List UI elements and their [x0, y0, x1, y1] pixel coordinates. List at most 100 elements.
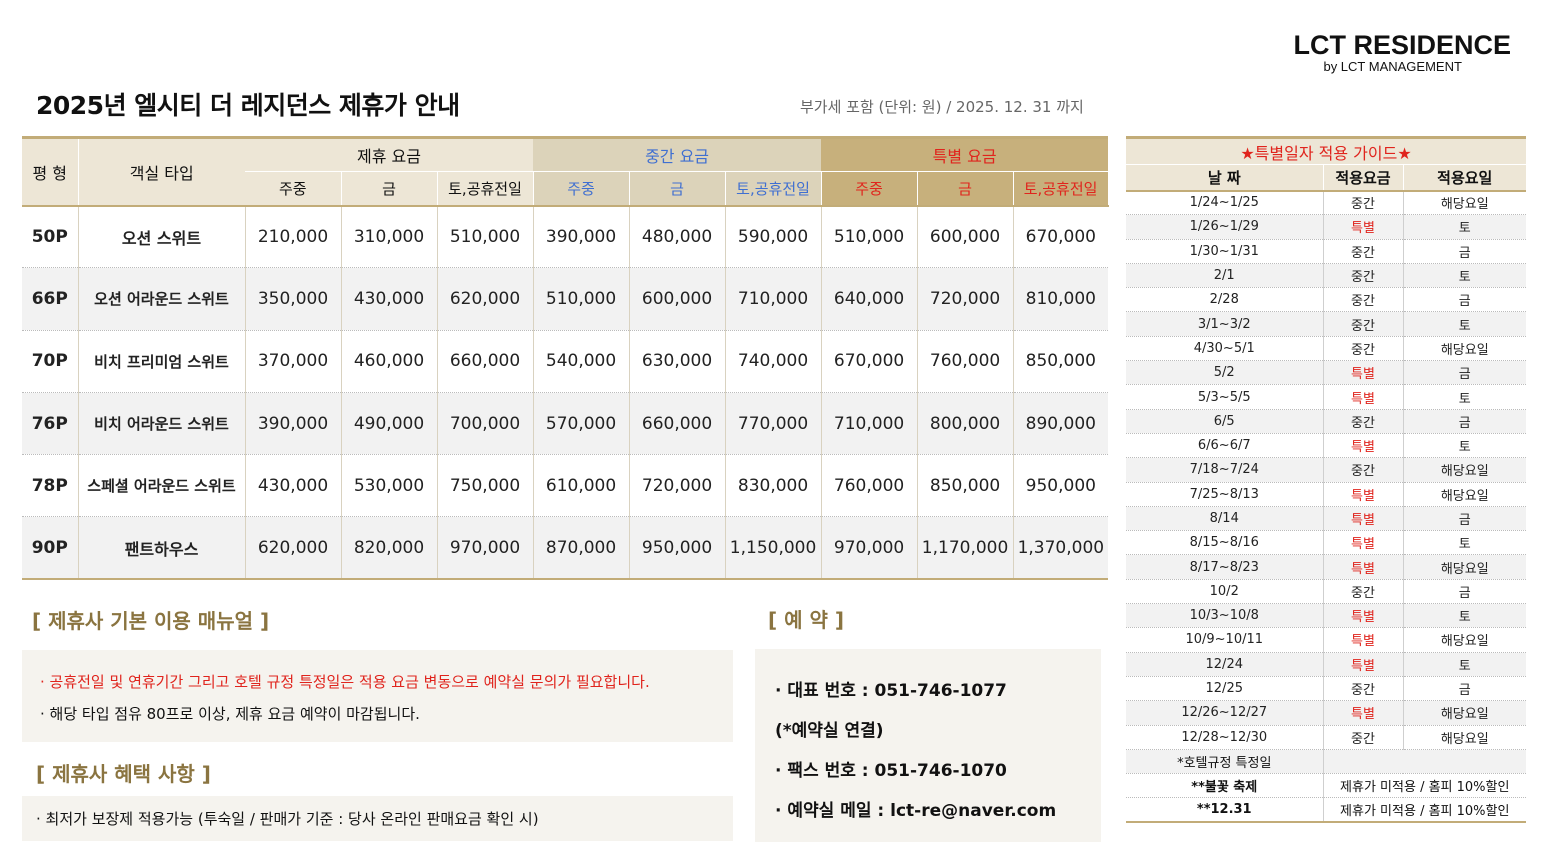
manual-box: · 공휴전일 및 연휴기간 그리고 호텔 규정 특정일은 적용 요금 변동으로 …	[22, 650, 733, 742]
guide-row: 1/30~1/31 중간 금	[1126, 239, 1527, 264]
rate-cell: 760,000	[917, 330, 1014, 393]
guide-date: 5/2	[1126, 360, 1324, 385]
rate-cell: 750,000	[437, 454, 534, 517]
table-row: 50P 오션 스위트 210,000 310,000 510,000 390,000 480…	[22, 205, 1109, 268]
rate-cell: 510,000	[437, 205, 534, 268]
guide-day: 토	[1458, 610, 1471, 626]
rate-cell: 630,000	[629, 330, 726, 393]
guide-day: 해당요일	[1440, 488, 1489, 504]
rate-cell: 210,000	[245, 205, 342, 268]
guide-footer-note: 제휴가 미적용 / 홈피 10%할인	[1323, 797, 1527, 824]
phone-note: (*예약실 연결)	[775, 721, 884, 741]
guide-rate: 중간	[1323, 311, 1404, 337]
guide-rate: 중간	[1323, 579, 1404, 604]
rate-cell: 620,000	[245, 516, 342, 580]
guide-row: 2/1 중간 토	[1126, 263, 1527, 288]
guide-date: 12/25	[1126, 676, 1324, 701]
guide-day: 금	[1458, 513, 1471, 528]
guide-date: 12/28~12/30	[1126, 725, 1324, 750]
guide-date: 12/26~12/27	[1126, 700, 1324, 726]
guide-day: 해당요일	[1440, 731, 1489, 747]
room-size: 76P	[22, 392, 79, 455]
guide-date: 1/26~1/29	[1126, 214, 1324, 240]
guide-day: 해당요일	[1440, 561, 1489, 577]
sub-header-weekday: 주중	[821, 171, 918, 206]
rate-cell: 740,000	[725, 330, 822, 393]
table-row: 66P 오션 어라운드 스위트 350,000 430,000 620,000 510,0…	[22, 267, 1109, 331]
guide-date: 10/2	[1126, 579, 1324, 604]
rate-cell: 660,000	[629, 392, 726, 455]
reservation-title: [ 예 약 ]	[768, 608, 844, 632]
rate-cell: 1,370,000	[1017, 537, 1105, 558]
room-size: 50P	[22, 205, 79, 268]
guide-day: 토	[1458, 391, 1471, 407]
rate-cell: 620,000	[437, 267, 534, 331]
guide-footer-row: *호텔규정 특정일	[1126, 749, 1527, 775]
col-size-header: 평 형	[22, 137, 79, 206]
vat-note: 부가세 포함 (단위: 원) / 2025. 12. 31 까지	[800, 98, 1084, 116]
guide-date: 8/15~8/16	[1126, 530, 1324, 555]
guide-rate: 특별	[1323, 554, 1404, 580]
rate-cell: 600,000	[629, 267, 726, 331]
rate-cell: 610,000	[533, 454, 630, 517]
guide-day: 토	[1458, 537, 1471, 553]
guide-day: 금	[1458, 294, 1471, 310]
guide-row: 12/26~12/27 특별 해당요일	[1126, 700, 1527, 726]
guide-day: 토	[1458, 658, 1471, 674]
sub-header-weekday: 주중	[245, 171, 342, 206]
guide-footer-note	[1323, 749, 1527, 775]
guide-day: 금	[1458, 245, 1471, 261]
guide-rate: 중간	[1323, 287, 1404, 312]
rate-table: 평 형 객실 타입 제휴 요금 중간 요금 특별 요금 주중 금 토,공휴전일 …	[22, 136, 1109, 580]
guide-day: 토	[1458, 221, 1471, 237]
guide-rate: 중간	[1323, 676, 1404, 701]
guide-row: 8/17~8/23 특별 해당요일	[1126, 554, 1527, 580]
guide-date: 7/18~7/24	[1126, 457, 1324, 483]
guide-rate: 특별	[1323, 700, 1404, 726]
rate-cell: 670,000	[1025, 226, 1096, 247]
table-row: 70P 비치 프리미엄 스위트 370,000 460,000 660,000 540,0…	[22, 330, 1109, 393]
rate-cell: 870,000	[533, 516, 630, 580]
brand-sub: by LCT MANAGEMENT	[1323, 59, 1462, 74]
group-partner-header: 제휴 요금	[245, 137, 534, 172]
rate-cell: 970,000	[821, 516, 918, 580]
guide-date: 5/3~5/5	[1126, 384, 1324, 410]
guide-day: 금	[1458, 585, 1471, 601]
rate-cell: 950,000	[629, 516, 726, 580]
guide-rate: 중간	[1323, 190, 1404, 215]
rate-cell: 850,000	[917, 454, 1014, 517]
rate-cell: 670,000	[821, 330, 918, 393]
guide-rate: 중간	[1323, 725, 1404, 750]
rate-cell: 510,000	[533, 267, 630, 331]
guide-day: 해당요일	[1440, 464, 1489, 480]
guide-date: 1/30~1/31	[1126, 239, 1324, 264]
guide-date: 7/25~8/13	[1126, 482, 1324, 507]
guide-day: 토	[1458, 270, 1471, 286]
guide-row: 5/2 특별 금	[1126, 360, 1527, 385]
guide-row: 12/25 중간 금	[1126, 676, 1527, 701]
guide-footer-row: **12.31 제휴가 미적용 / 홈피 10%할인	[1126, 797, 1527, 824]
fax-number: · 팩스 번호 : 051-746-1070	[775, 761, 1007, 781]
group-mid-header: 중간 요금	[533, 137, 822, 172]
special-date-guide: ★특별일자 적용 가이드★ 날 짜 적용요금 적용요일 1/24~1/25 중간 해…	[1126, 136, 1527, 824]
guide-footer-label: *호텔규정 특정일	[1126, 749, 1324, 775]
guide-row: 2/28 중간 금	[1126, 287, 1527, 312]
rate-cell: 370,000	[245, 330, 342, 393]
guide-rate: 특별	[1323, 530, 1404, 555]
rate-cell: 1,170,000	[917, 516, 1014, 580]
guide-footer-note: 제휴가 미적용 / 홈피 10%할인	[1323, 773, 1527, 799]
rate-cell: 720,000	[917, 267, 1014, 331]
rate-cell: 430,000	[341, 267, 438, 331]
guide-day: 토	[1458, 318, 1471, 334]
benefit-line: · 최저가 보장제 적용가능 (투숙일 / 판매가 기준 : 당사 온라인 판매…	[36, 810, 539, 828]
guide-row: 12/28~12/30 중간 해당요일	[1126, 725, 1527, 750]
guide-rate: 특별	[1323, 627, 1404, 653]
rate-cell: 890,000	[1025, 413, 1096, 434]
sub-header-saturday: 토,공휴전일	[1013, 171, 1109, 206]
guide-footer-row: **불꽃 축제 제휴가 미적용 / 홈피 10%할인	[1126, 773, 1527, 799]
guide-date: 2/1	[1126, 263, 1324, 288]
guide-row: 7/25~8/13 특별 해당요일	[1126, 482, 1527, 507]
sub-header-saturday: 토,공휴전일	[437, 171, 534, 206]
rate-cell: 700,000	[437, 392, 534, 455]
rate-cell: 710,000	[725, 267, 822, 331]
